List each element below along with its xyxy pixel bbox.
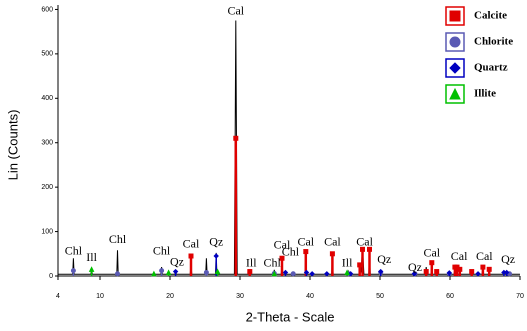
phase-marker [271, 270, 278, 277]
y-tick-label: 300 [41, 140, 53, 147]
phase-marker [446, 270, 453, 276]
x-tick-label: 20 [166, 293, 174, 300]
peak-label: Chl [282, 245, 300, 259]
peak-label: Ill [342, 255, 353, 269]
peak-label: Cal [324, 234, 341, 248]
peak-label: Cal [274, 238, 291, 252]
x-tick-label: 30 [236, 293, 244, 300]
phase-marker [434, 269, 440, 275]
legend-label: Chlorite [474, 36, 513, 48]
x-tick-label: 40 [306, 293, 314, 300]
phase-marker [214, 268, 221, 275]
peak-label: Cal [183, 237, 200, 251]
peak-label: Cal [451, 249, 468, 263]
peak-label: Ill [246, 255, 257, 269]
phase-marker [357, 262, 363, 268]
peak-label: Cal [227, 3, 244, 17]
legend-icon [449, 62, 461, 74]
y-tick-label: 400 [41, 95, 53, 102]
phase-marker [159, 268, 165, 274]
legend-label: Illite [474, 88, 496, 100]
phase-marker [115, 271, 120, 277]
peak-label: Qz [209, 234, 223, 248]
phase-marker [411, 271, 418, 277]
phase-marker [309, 271, 315, 277]
peak-label: Chl [65, 243, 83, 257]
phase-marker [165, 269, 172, 275]
phase-marker [303, 249, 309, 255]
peak-label: Cal [297, 234, 314, 248]
phase-marker [88, 266, 95, 272]
phase-marker [480, 264, 486, 270]
phase-marker [469, 269, 475, 275]
peak-label: Cal [356, 234, 373, 248]
x-tick-label: 50 [376, 293, 384, 300]
legend-icon [449, 87, 461, 100]
phase-marker [429, 260, 435, 266]
y-tick-label: 200 [41, 184, 53, 191]
phase-marker [247, 269, 253, 275]
legend-label: Quartz [474, 62, 508, 74]
phase-marker [367, 246, 372, 252]
phase-marker [423, 269, 429, 275]
phase-marker [151, 270, 157, 277]
peak-label: Cal [423, 246, 440, 260]
phase-marker [70, 268, 76, 274]
phase-marker [203, 269, 209, 275]
peak-label: Qz [501, 252, 515, 266]
phase-marker [324, 271, 330, 277]
x-tick-label: 4 [56, 293, 60, 300]
x-tick-label: 60 [446, 293, 454, 300]
y-axis-title: Lin (Counts) [5, 110, 20, 181]
phase-marker [457, 266, 463, 272]
x-tick-label: 70 [516, 293, 524, 300]
legend-icon [449, 36, 461, 48]
y-tick-label: 0 [49, 273, 53, 280]
peak-label: Qz [408, 260, 422, 274]
legend-icon [449, 10, 461, 22]
peak-label: Ill [86, 250, 97, 264]
peak-label: Chl [109, 232, 127, 246]
phase-marker [290, 271, 296, 277]
y-tick-label: 100 [41, 228, 53, 235]
phase-marker [329, 251, 335, 257]
phase-marker [377, 268, 384, 275]
y-tick-label: 600 [41, 6, 53, 13]
peak-label: Chl [153, 243, 171, 257]
phase-marker [475, 271, 481, 277]
legend-label: Calcite [474, 10, 507, 22]
phase-marker [344, 269, 350, 275]
phase-marker [347, 271, 354, 277]
x-tick-label: 10 [96, 293, 104, 300]
phase-marker [172, 268, 179, 275]
x-axis-title: 2-Theta - Scale [246, 309, 335, 324]
peak-label: Qz [377, 252, 391, 266]
phase-marker [188, 253, 194, 259]
phase-marker [503, 269, 510, 276]
phase-marker [303, 269, 310, 276]
phase-marker [233, 135, 239, 141]
y-tick-label: 500 [41, 51, 53, 58]
phase-marker [360, 246, 365, 252]
phase-marker [213, 253, 219, 259]
peak-label: Cal [476, 249, 493, 263]
phase-marker [486, 266, 492, 272]
phase-marker [279, 255, 285, 261]
peak-label: Qz [170, 254, 184, 268]
phase-marker [282, 269, 289, 276]
peak-label: Chl [264, 255, 282, 269]
